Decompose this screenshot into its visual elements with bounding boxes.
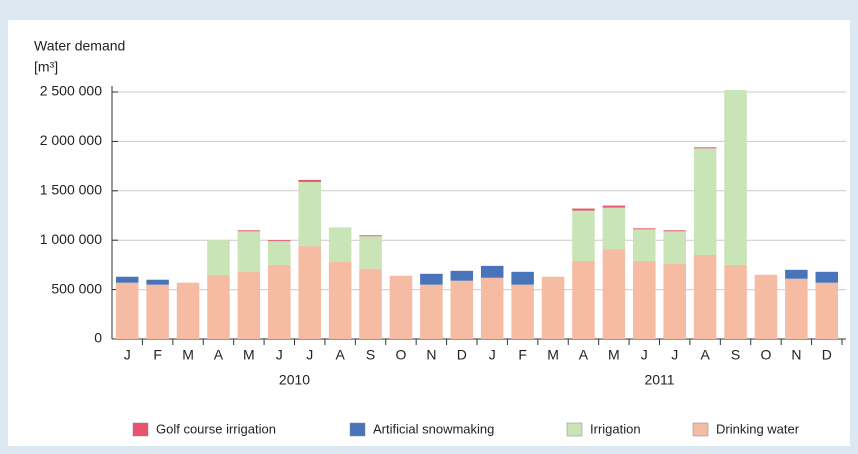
x-tick-label: M xyxy=(608,347,620,363)
x-tick-label: D xyxy=(457,347,467,363)
x-tick-label: M xyxy=(243,347,255,363)
bar-segment xyxy=(328,227,352,262)
x-tick-label: J xyxy=(124,347,131,363)
bar-segment xyxy=(450,280,474,339)
y-tick-label: 1 500 000 xyxy=(40,182,102,198)
bar-segment xyxy=(541,276,565,339)
x-tick-label: M xyxy=(182,347,194,363)
x-tick-label: J xyxy=(276,347,283,363)
bar-segment xyxy=(268,264,291,339)
bar-segment xyxy=(663,231,686,264)
bar-segment xyxy=(602,249,626,339)
x-tick-label: A xyxy=(335,347,345,363)
bar-segment xyxy=(146,284,169,339)
x-tick-label: D xyxy=(822,347,832,363)
bar-segment xyxy=(237,271,261,339)
bar-segment xyxy=(176,282,200,339)
legend-label: Artificial snowmaking xyxy=(373,421,494,436)
x-tick-label: J xyxy=(671,347,678,363)
x-tick-label: A xyxy=(700,347,710,363)
y-tick-label: 2 500 000 xyxy=(40,83,102,99)
bar-segment xyxy=(389,275,413,339)
y-tick-label: 1 000 000 xyxy=(40,231,102,247)
bar-segment xyxy=(328,261,352,339)
bar-segment xyxy=(693,148,717,256)
x-tick-label: A xyxy=(579,347,589,363)
x-tick-label: J xyxy=(306,347,313,363)
legend-swatch xyxy=(132,422,149,437)
y-tick-label: 500 000 xyxy=(51,280,102,296)
bar-segment xyxy=(724,264,747,339)
bar-segment xyxy=(146,279,169,285)
bar-segment xyxy=(450,270,474,281)
legend-swatch xyxy=(692,422,709,437)
bar-segment xyxy=(693,147,717,149)
bar-segment xyxy=(693,255,717,339)
bar-segment xyxy=(785,278,808,339)
bar-segment xyxy=(420,284,443,339)
bar-segment xyxy=(359,235,382,237)
bar-segment xyxy=(572,260,595,339)
bar-segment xyxy=(207,274,230,339)
y-tick-label: 0 xyxy=(94,330,102,346)
bar-segment xyxy=(633,228,656,230)
bar-segment xyxy=(815,271,839,283)
bar-segment xyxy=(237,231,261,272)
legend-label: Irrigation xyxy=(590,421,641,436)
bar-segment xyxy=(785,269,808,279)
panel xyxy=(8,20,850,446)
x-tick-label: S xyxy=(366,347,375,363)
bar-segment xyxy=(511,271,534,285)
bar-segment xyxy=(663,230,686,232)
bar-segment xyxy=(480,277,504,339)
x-tick-label: N xyxy=(791,347,801,363)
y-tick-label: 2 000 000 xyxy=(40,132,102,148)
bar-segment xyxy=(237,230,261,232)
year-label: 2010 xyxy=(279,372,310,388)
bar-segment xyxy=(268,240,291,242)
bar-segment xyxy=(633,229,656,261)
bar-segment xyxy=(572,208,595,211)
bar-segment xyxy=(724,90,747,265)
x-tick-label: F xyxy=(153,347,162,363)
bar-segment xyxy=(602,207,626,250)
bar-segment xyxy=(298,246,321,339)
bar-segment xyxy=(359,236,382,269)
bar-segment xyxy=(359,268,382,339)
x-tick-label: F xyxy=(518,347,527,363)
legend-label: Drinking water xyxy=(716,421,800,436)
legend-swatch xyxy=(349,422,366,437)
bar-segment xyxy=(268,241,291,265)
legend-swatch xyxy=(566,422,583,437)
y-axis-label: Water demand xyxy=(34,38,125,54)
x-tick-label: J xyxy=(489,347,496,363)
bar-segment xyxy=(115,282,139,339)
bar-segment xyxy=(815,282,839,339)
bar-segment xyxy=(420,273,443,285)
bar-segment xyxy=(298,179,321,182)
x-tick-label: O xyxy=(761,347,772,363)
bar-segment xyxy=(480,265,504,278)
bar-segment xyxy=(572,210,595,261)
x-tick-label: N xyxy=(426,347,436,363)
x-tick-label: M xyxy=(547,347,559,363)
legend-label: Golf course irrigation xyxy=(156,421,276,436)
x-tick-label: O xyxy=(396,347,407,363)
bar-segment xyxy=(754,274,778,339)
x-tick-label: S xyxy=(731,347,740,363)
bar-segment xyxy=(633,260,656,339)
x-tick-label: J xyxy=(641,347,648,363)
bar-segment xyxy=(511,284,534,339)
bar-segment xyxy=(207,240,230,275)
bar-segment xyxy=(663,263,686,339)
y-axis-unit: [m³] xyxy=(34,59,58,75)
bar-segment xyxy=(115,276,139,283)
x-tick-label: A xyxy=(214,347,224,363)
year-label: 2011 xyxy=(644,372,674,388)
bar-segment xyxy=(602,205,626,208)
bar-segment xyxy=(298,181,321,247)
